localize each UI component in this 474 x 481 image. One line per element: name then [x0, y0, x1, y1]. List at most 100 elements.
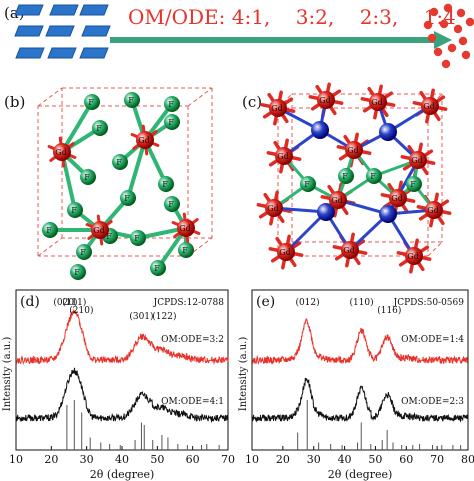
atom-label: F	[80, 248, 86, 257]
x-tick-label: 80	[461, 453, 474, 466]
oleylamine-ratio-label: OM/ODE: 4:1, 3:2, 2:3, 1:4	[128, 5, 456, 29]
atom-label: F	[182, 246, 188, 255]
x-tick-label: 40	[338, 453, 352, 466]
atom-label: F	[342, 172, 348, 181]
gadolinium-atom: Gd	[177, 219, 195, 237]
atom-label: Gd	[55, 148, 67, 157]
atom-label: F	[88, 98, 94, 107]
atom-label: Gd	[93, 226, 105, 235]
blue-atom	[379, 123, 397, 141]
fluorine-atom: F	[366, 168, 382, 184]
atom-label: Gd	[179, 224, 191, 233]
atom-label: F	[304, 180, 310, 189]
gadolinium-atom: Gd	[265, 199, 283, 217]
atom-label: Gd	[407, 252, 419, 261]
atom-label: F	[84, 173, 90, 182]
gadolinium-atom: Gd	[91, 221, 109, 239]
nanoplate	[81, 25, 111, 37]
y-axis-label: Intensity (a.u.)	[238, 337, 249, 412]
gadolinium-atom: Gd	[341, 241, 359, 259]
nanosphere	[456, 8, 466, 18]
nanoplate	[79, 47, 109, 59]
fluorine-atom: F	[92, 120, 108, 136]
atom-label: F	[134, 234, 140, 243]
gadolinium-atom: Gd	[409, 151, 427, 169]
gadolinium-atom: Gd	[389, 189, 407, 207]
atom-label: F	[46, 226, 52, 235]
peak-index-label: (012)	[295, 297, 319, 308]
atom-label: F	[106, 232, 112, 241]
x-tick-label: 10	[9, 453, 23, 466]
gadolinium-atom: Gd	[136, 131, 154, 149]
atom-label: F	[370, 172, 376, 181]
x-tick-label: 60	[186, 453, 200, 466]
fluorine-atom: F	[112, 154, 128, 170]
fluorine-atom: F	[42, 222, 58, 238]
x-tick-label: 20	[44, 453, 58, 466]
fluorine-atom: F	[130, 230, 146, 246]
xrd-chart-d: 10 20 30 40 50 60 70 2θ (degree) Intensity (a.u.…	[2, 289, 235, 481]
atom-label: F	[168, 200, 174, 209]
x-tick-label: 50	[150, 453, 164, 466]
y-axis-label: Intensity (a.u.)	[2, 337, 13, 412]
x-tick-label: 70	[430, 453, 444, 466]
atom-label: Gd	[343, 246, 355, 255]
atom-label: Gd	[319, 96, 331, 105]
gadolinium-atom: Gd	[277, 243, 295, 261]
fluorine-atom: F	[67, 202, 83, 218]
fluorine-atom: F	[150, 260, 166, 276]
gadolinium-atom: Gd	[369, 93, 387, 111]
fluorine-atom: F	[164, 114, 180, 130]
peak-index-label: (301)	[129, 311, 153, 322]
atom-label: F	[128, 96, 134, 105]
nanosphere	[465, 17, 474, 27]
fluorine-atom: F	[406, 176, 422, 192]
fluorine-atom: F	[124, 92, 140, 108]
atom-label: F	[168, 118, 174, 127]
panel-letter-c: (c)	[242, 93, 263, 111]
nanoplate	[49, 4, 79, 16]
fluorine-atom: F	[178, 242, 194, 258]
atom-label: Gd	[427, 206, 439, 215]
synthesis-scheme	[14, 3, 474, 69]
x-tick-label: 40	[115, 453, 129, 466]
nanosphere	[439, 19, 449, 29]
series-label: OM:ODE=3:2	[161, 335, 224, 345]
atom-label: F	[74, 268, 80, 277]
atom-label: Gd	[271, 104, 283, 113]
atom-label: Gd	[277, 152, 289, 161]
series-label: OM:ODE=2:3	[401, 397, 464, 407]
peak-index-label: (020)	[53, 297, 77, 308]
atom-label: F	[116, 158, 122, 167]
atom-label: Gd	[391, 194, 403, 203]
series-label: OM:ODE=4:1	[161, 397, 224, 407]
plot-frame	[251, 289, 469, 451]
gadolinium-atom: Gd	[345, 141, 363, 159]
fluorine-atom: F	[338, 168, 354, 184]
atom-group: F F F F Gd Gd Gd Gd Gd Gd Gd Gd Gd Gd Gd Gd Gd Gd	[265, 91, 443, 265]
nanosphere	[423, 20, 433, 30]
atom-label: Gd	[411, 156, 423, 165]
atom-label: F	[154, 264, 160, 273]
fluorine-atom: F	[84, 94, 100, 110]
nanoplate	[14, 25, 44, 37]
nanoplate	[15, 47, 45, 59]
xrd-series-line	[251, 318, 469, 366]
bond	[60, 100, 94, 154]
bond	[284, 210, 328, 254]
nanosphere	[458, 36, 468, 46]
gadolinium-atom: Gd	[269, 99, 287, 117]
atom-label: F	[96, 124, 102, 133]
atom-label: Gd	[423, 102, 435, 111]
peak-index-label: (116)	[377, 305, 401, 316]
bond	[126, 138, 147, 200]
atom-label: Gd	[138, 136, 150, 145]
blue-atom	[379, 205, 397, 223]
jcpds-card-label: JCPDS:12-0788	[153, 298, 225, 308]
peak-index-label: (111)	[62, 297, 86, 308]
nanosphere	[453, 24, 463, 34]
cell-edge	[37, 237, 63, 257]
fluorine-atom: F	[164, 96, 180, 112]
